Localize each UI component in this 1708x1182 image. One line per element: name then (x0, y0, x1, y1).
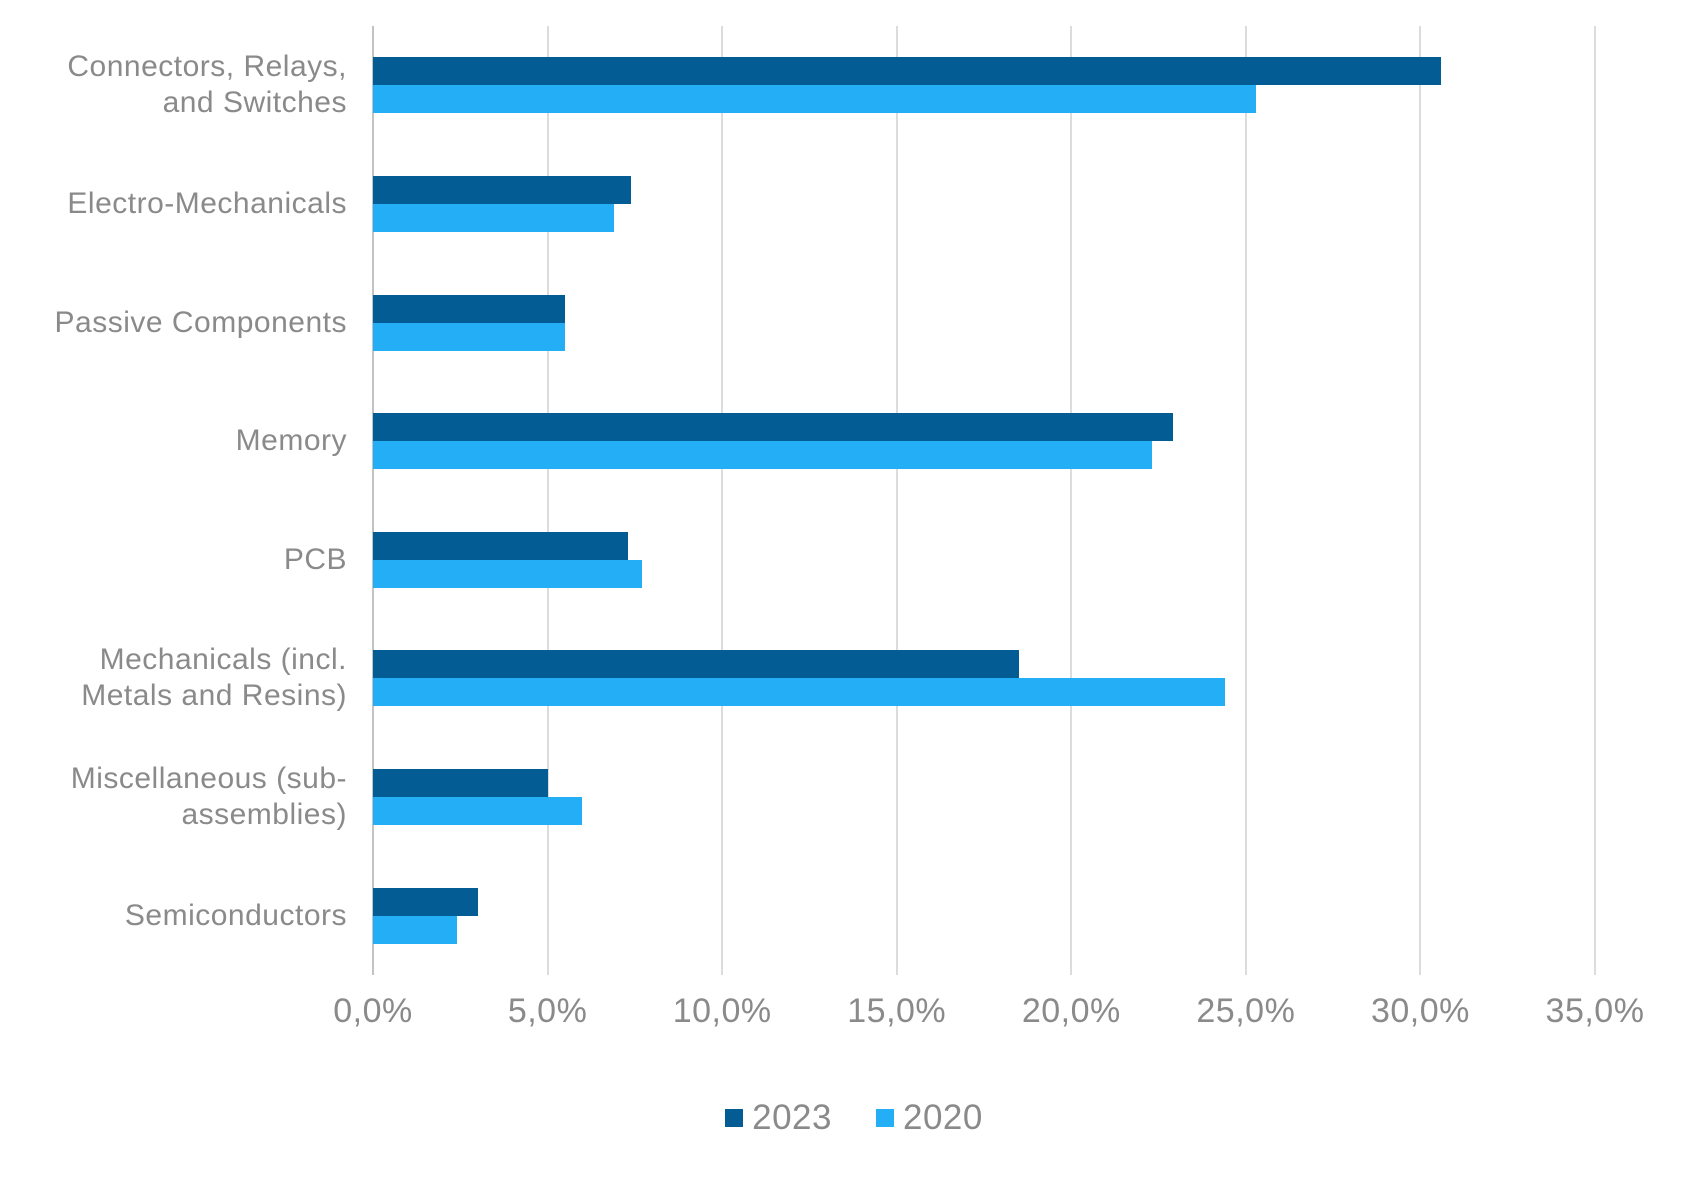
bar-2023 (373, 769, 548, 798)
bar-group (373, 769, 1595, 826)
gridline (1594, 26, 1596, 975)
legend: 2023 2020 (0, 1098, 1708, 1138)
x-axis: 0,0% 5,0% 10,0% 15,0% 20,0% 25,0% 30,0% 35,0% (333, 992, 1644, 1032)
x-tick-label: 30,0% (1370, 992, 1470, 1030)
category-label: Memory (235, 424, 347, 458)
bar-2020 (373, 559, 642, 588)
category-label: Electro-Mechanicals (67, 186, 347, 220)
legend-item-2023: 2023 (725, 1098, 832, 1138)
bar-2020 (373, 797, 583, 826)
category-label: Semiconductors (124, 898, 347, 932)
category-label: PCB (283, 542, 347, 576)
legend-item-2020: 2020 (876, 1098, 983, 1138)
gridline (546, 26, 549, 975)
category-label: Mechanicals (incl. Metals and Resins) (81, 643, 347, 713)
category-row (373, 145, 1595, 264)
category-axis: Connectors, Relays, and Switches Electro-… (0, 26, 347, 975)
bar-2020 (373, 915, 457, 944)
x-tick-label: 25,0% (1196, 992, 1296, 1030)
legend-swatch-2020 (876, 1109, 894, 1127)
bar-group (373, 175, 1595, 232)
bar-2020 (373, 678, 1225, 707)
bar-group (373, 887, 1595, 944)
gridline (1244, 26, 1247, 975)
gridline (895, 26, 898, 975)
legend-label-2020: 2020 (903, 1098, 983, 1137)
bar-group (373, 294, 1595, 351)
bar-2023 (373, 531, 628, 560)
bar-2020 (373, 203, 614, 232)
category-row (373, 856, 1595, 975)
bar-group (373, 57, 1595, 114)
category-row (373, 501, 1595, 620)
category-row (373, 738, 1595, 857)
bar-2020 (373, 441, 1152, 470)
x-tick-label: 35,0% (1545, 992, 1645, 1030)
gridline (1419, 26, 1422, 975)
category-row (373, 382, 1595, 501)
bar-2023 (373, 887, 478, 916)
category-row (373, 619, 1595, 738)
x-tick-label: 15,0% (847, 992, 947, 1030)
category-row (373, 263, 1595, 382)
bar-group (373, 650, 1595, 707)
bar-2023 (373, 175, 632, 204)
bar-2023 (373, 650, 1019, 679)
legend-swatch-2023 (725, 1109, 744, 1127)
bar-2020 (373, 322, 566, 351)
gridline (1070, 26, 1073, 975)
plot-area (372, 26, 1596, 975)
legend-label-2023: 2023 (752, 1098, 832, 1137)
bar-2023 (373, 413, 1173, 442)
x-tick-label: 5,0% (507, 992, 588, 1030)
category-label: Passive Components (54, 305, 347, 339)
bar-2020 (373, 85, 1257, 114)
x-tick-label: 10,0% (672, 992, 772, 1030)
x-tick-label: 20,0% (1021, 992, 1121, 1030)
category-label: Miscellaneous (sub- assemblies) (70, 762, 347, 832)
bar-group (373, 531, 1595, 588)
gridline (721, 26, 724, 975)
bar-2023 (373, 294, 566, 323)
bar-2023 (373, 57, 1442, 86)
category-row (373, 26, 1595, 145)
bar-group (373, 413, 1595, 470)
axis-line (372, 26, 374, 975)
x-tick-label: 0,0% (333, 992, 413, 1030)
category-label: Connectors, Relays, and Switches (67, 50, 347, 120)
